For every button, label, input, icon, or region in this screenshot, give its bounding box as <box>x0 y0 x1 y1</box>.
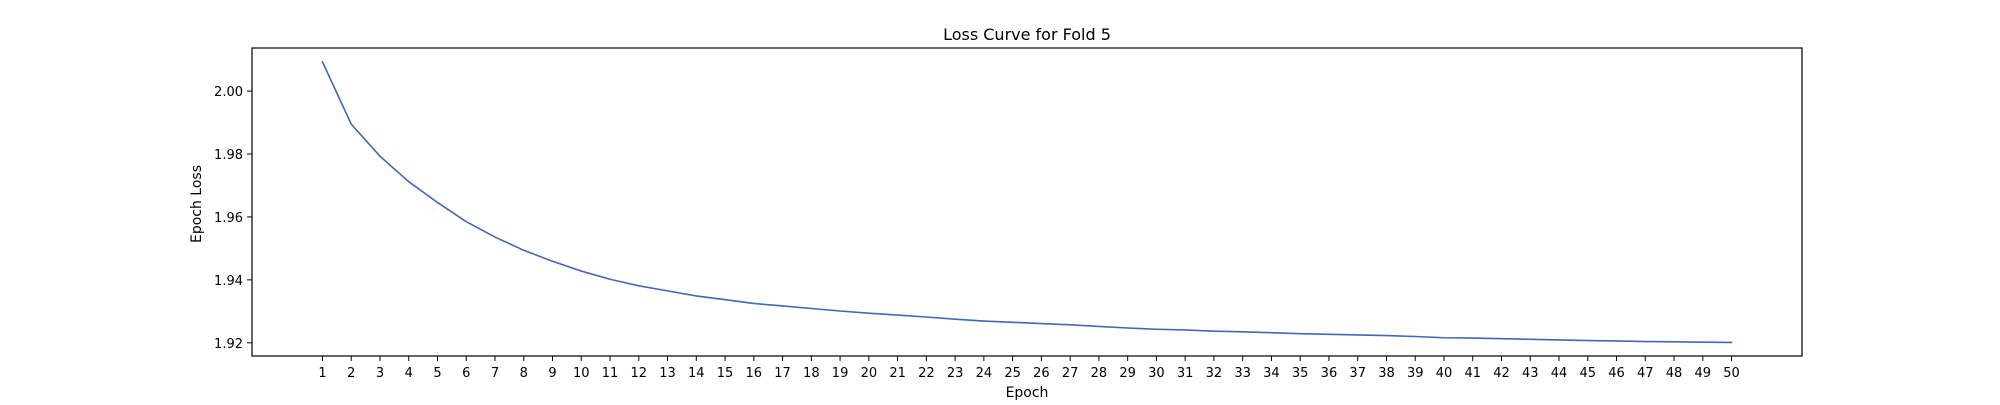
x-tick-label: 29 <box>1119 366 1136 381</box>
plot-frame <box>251 47 1803 357</box>
x-tick-label: 43 <box>1522 366 1539 381</box>
y-tick-label: 1.92 <box>214 337 243 352</box>
chart-title: Loss Curve for Fold 5 <box>943 25 1111 44</box>
x-tick-label: 35 <box>1292 366 1309 381</box>
x-tick-label: 25 <box>1004 366 1021 381</box>
x-tick-label: 1 <box>318 366 326 381</box>
x-tick-label: 12 <box>631 366 648 381</box>
x-tick-label: 20 <box>861 366 878 381</box>
x-tick-label: 2 <box>347 366 355 381</box>
x-tick-label: 6 <box>462 366 470 381</box>
x-tick-label: 5 <box>433 366 441 381</box>
x-tick-label: 38 <box>1378 366 1395 381</box>
x-tick-label: 21 <box>889 366 906 381</box>
x-tick-label: 27 <box>1062 366 1079 381</box>
x-tick-label: 48 <box>1666 366 1683 381</box>
x-tick-label: 32 <box>1206 366 1223 381</box>
x-tick-label: 9 <box>548 366 556 381</box>
x-tick-label: 47 <box>1637 366 1654 381</box>
x-tick-label: 11 <box>602 366 619 381</box>
x-tick-label: 33 <box>1234 366 1251 381</box>
x-tick-label: 36 <box>1321 366 1338 381</box>
x-tick-label: 18 <box>803 366 820 381</box>
x-tick-label: 40 <box>1436 366 1453 381</box>
x-axis-label: Epoch <box>1006 385 1049 400</box>
x-tick-label: 41 <box>1464 366 1481 381</box>
y-tick-label: 1.94 <box>214 274 243 289</box>
x-tick-label: 8 <box>520 366 528 381</box>
x-tick-label: 7 <box>491 366 499 381</box>
y-tick-label: 1.98 <box>214 148 243 163</box>
x-tick-label: 39 <box>1407 366 1424 381</box>
x-tick-label: 23 <box>947 366 964 381</box>
x-tick-label: 22 <box>918 366 935 381</box>
x-tick-label: 3 <box>376 366 384 381</box>
x-tick-label: 10 <box>573 366 590 381</box>
y-tick-label: 2.00 <box>214 85 243 100</box>
x-tick-label: 28 <box>1091 366 1108 381</box>
loss-series-line <box>321 61 1733 344</box>
x-tick-label: 44 <box>1551 366 1568 381</box>
y-tick-label: 1.96 <box>214 211 243 226</box>
x-tick-label: 16 <box>746 366 763 381</box>
x-tick-label: 17 <box>774 366 791 381</box>
x-tick-label: 14 <box>688 366 705 381</box>
x-tick-label: 4 <box>405 366 413 381</box>
x-tick-label: 49 <box>1695 366 1712 381</box>
x-tick-label: 37 <box>1349 366 1366 381</box>
x-tick-label: 24 <box>976 366 993 381</box>
x-tick-label: 42 <box>1493 366 1510 381</box>
x-tick-label: 50 <box>1723 366 1740 381</box>
series-layer <box>321 61 1733 344</box>
x-tick-label: 15 <box>717 366 734 381</box>
x-tick-label: 26 <box>1033 366 1050 381</box>
x-tick-label: 34 <box>1263 366 1280 381</box>
x-tick-label: 46 <box>1608 366 1625 381</box>
x-tick-label: 30 <box>1148 366 1165 381</box>
x-tick-label: 45 <box>1579 366 1596 381</box>
ticks-layer: 1 2 3 4 5 6 7 8 9 10 11 12 13 14 15 16 17 18 19 20 21 22 23 24 2… <box>214 85 1740 381</box>
y-axis-label: Epoch Loss <box>189 165 205 243</box>
x-tick-label: 31 <box>1177 366 1194 381</box>
x-tick-label: 19 <box>832 366 849 381</box>
x-tick-label: 13 <box>659 366 676 381</box>
